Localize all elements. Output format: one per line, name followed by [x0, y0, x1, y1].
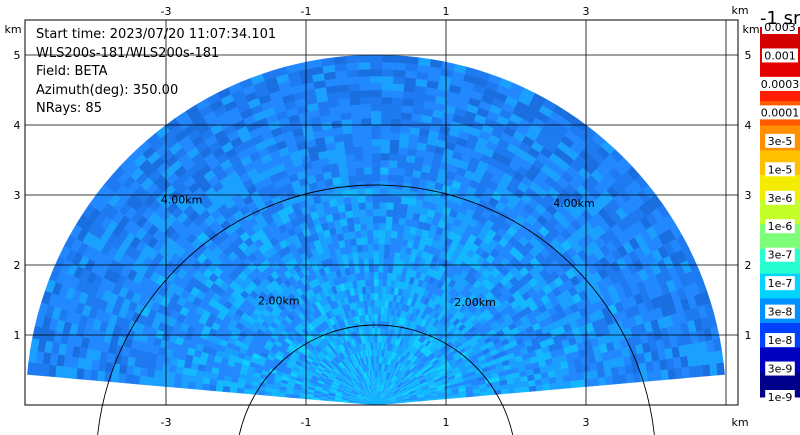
colorbar-label: 3e-8: [768, 306, 793, 319]
colorbar-label: 1e-9: [768, 391, 793, 404]
y-tick-label-left: 4: [14, 119, 21, 132]
colorbar-label-bg: [765, 133, 795, 148]
x-tick-label-bottom: -3: [161, 416, 172, 429]
y-tick-label-left: 2: [14, 259, 21, 272]
plot-frame: [24, 19, 739, 406]
colorbar-label: 1e-5: [768, 163, 793, 176]
colorbar-label: 1e-8: [768, 334, 793, 347]
x-tick-label-bottom: -1: [301, 416, 312, 429]
grid-lines: [25, 20, 738, 405]
range-ring-label: 2.00km: [454, 296, 496, 309]
range-ring: [97, 184, 655, 435]
colorbar-title: -1 sr: [760, 8, 800, 29]
x-tick-label-bottom: 3: [583, 416, 590, 429]
colorbar-label: 3e-6: [768, 192, 793, 205]
nrays-label: NRays: 85: [36, 101, 102, 116]
colorbar-label: 3e-9: [768, 363, 793, 376]
range-ring-label: 4.00km: [553, 197, 595, 210]
x-unit-top: km: [731, 4, 748, 17]
y-tick-label-left: 5: [14, 49, 21, 62]
scan-info: Start time: 2023/07/20 11:07:34.101 WLS2…: [36, 26, 276, 119]
axis-ticks: -3 -3 -1 -1 1 1 3 3 1 1 2 2 3 3 4 4 5 5 km km km km: [4, 4, 759, 429]
y-tick-label-right: 1: [745, 329, 752, 342]
colorbar-label-bg: [758, 105, 800, 120]
y-unit-right: km: [742, 23, 759, 36]
range-ring-label: 4.00km: [161, 194, 203, 207]
range-rings: 2.00km 2.00km 4.00km 4.00km: [97, 184, 655, 435]
range-ring: [238, 324, 514, 435]
x-tick-label-top: -1: [301, 5, 312, 18]
colorbar-label: 3e-5: [768, 135, 793, 148]
azimuth-label: Azimuth(deg): 350.00: [36, 82, 179, 98]
x-tick-label-top: 3: [583, 5, 590, 18]
colorbar-label: 0.003: [764, 21, 796, 34]
colorbar-label: 0.001: [764, 49, 796, 62]
colorbar: 0.003 0.001 0.0003 0.0001 3e-5 1e-5 3e-6 1e-6 3e…: [758, 20, 800, 404]
colorbar-label-bg: [765, 304, 795, 319]
y-tick-label-right: 2: [745, 259, 752, 272]
x-unit-bottom: km: [731, 416, 748, 429]
colorbar-label-bg: [765, 361, 795, 376]
colorbar-label: 3e-7: [768, 249, 793, 262]
y-tick-label-left: 3: [14, 189, 21, 202]
y-tick-label-right: 5: [745, 49, 752, 62]
colorbar-label: 0.0001: [761, 106, 800, 119]
y-tick-label-right: 3: [745, 189, 752, 202]
y-tick-label-left: 1: [14, 329, 21, 342]
colorbar-label-bg: [765, 219, 795, 234]
colorbar-label-bg: [765, 333, 795, 348]
colorbar-label-bg: [765, 390, 795, 404]
colorbar-label-bg: [765, 247, 795, 262]
colorbar-label-bg: [762, 48, 798, 63]
y-unit-left: km: [4, 23, 21, 36]
x-tick-label-top: -3: [161, 5, 172, 18]
instrument-label: WLS200s-181/WLS200s-181: [36, 45, 220, 61]
range-ring-label: 2.00km: [258, 294, 300, 307]
colorbar-label-bg: [765, 162, 795, 177]
x-tick-label-bottom: 1: [443, 416, 450, 429]
colorbar-label: 1e-6: [768, 220, 793, 233]
colorbar-label: 0.0003: [761, 78, 800, 91]
colorbar-label-bg: [765, 190, 795, 205]
colorbar-label: 1e-7: [768, 277, 793, 290]
colorbar-label-bg: [762, 20, 798, 34]
x-tick-label-top: 1: [443, 5, 450, 18]
colorbar-label-bg: [758, 76, 800, 91]
colorbar-label-bg: [765, 276, 795, 291]
y-tick-label-right: 4: [745, 119, 752, 132]
field-label: Field: BETA: [36, 64, 108, 79]
start-time-label: Start time: 2023/07/20 11:07:34.101: [36, 27, 277, 42]
